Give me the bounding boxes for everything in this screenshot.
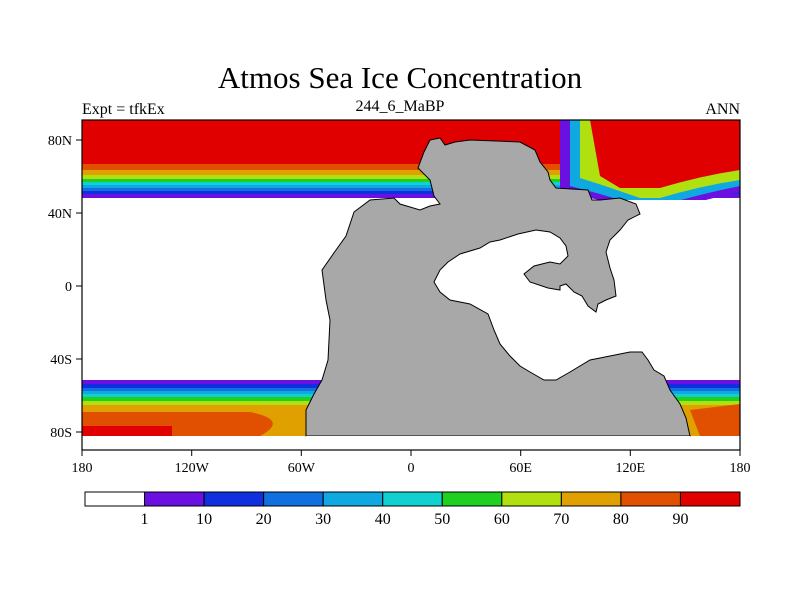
colorbar-label: 80 xyxy=(613,511,629,528)
north-east-ice-90 xyxy=(590,120,740,188)
colorbar-label: 10 xyxy=(196,511,212,528)
north-sea-ice xyxy=(82,120,740,214)
colorbar-swatch xyxy=(263,491,324,507)
colorbar-label: 20 xyxy=(256,511,272,528)
x-label-60e: 60E xyxy=(509,461,532,476)
colorbar-label: 50 xyxy=(434,511,450,528)
x-label-0: 0 xyxy=(408,461,415,476)
x-label-60w: 60W xyxy=(288,461,316,476)
colorbar-swatch xyxy=(679,491,741,507)
colorbar-swatch xyxy=(382,491,443,507)
colorbar-swatch xyxy=(501,491,562,507)
x-label-120e: 120E xyxy=(616,461,646,476)
colorbar-swatch xyxy=(144,491,205,507)
colorbar-swatch xyxy=(203,491,265,507)
x-label-120w: 120W xyxy=(175,461,210,476)
landmasses xyxy=(305,137,691,437)
colorbar-swatch xyxy=(322,491,384,507)
colorbar: 1 10 20 30 40 50 60 70 80 90 xyxy=(84,491,741,528)
season-label: ANN xyxy=(705,101,740,118)
y-label-80n: 80N xyxy=(48,134,72,149)
y-label-80s: 80S xyxy=(50,426,72,441)
y-axis: 80N 40N 0 40S 80S xyxy=(48,134,82,441)
x-label-180w: 180 xyxy=(72,461,93,476)
colorbar-label: 90 xyxy=(672,511,688,528)
experiment-label: Expt = tfkEx xyxy=(82,101,165,118)
y-label-0: 0 xyxy=(65,280,72,295)
land-americas xyxy=(305,137,691,437)
pole-gap xyxy=(306,436,690,450)
south-east-ice-80 xyxy=(690,404,740,436)
colorbar-swatch xyxy=(620,491,681,507)
y-label-40n: 40N xyxy=(48,207,72,222)
y-label-40s: 40S xyxy=(50,353,72,368)
south-ice-band-90 xyxy=(82,426,172,436)
map-plot-area xyxy=(82,120,740,450)
colorbar-label: 1 xyxy=(141,511,149,528)
map-title: Atmos Sea Ice Concentration xyxy=(217,60,583,95)
x-axis: 180 120W 60W 0 60E 120E 180 xyxy=(72,450,751,476)
colorbar-swatch xyxy=(560,491,622,507)
x-label-180e: 180 xyxy=(730,461,751,476)
colorbar-label: 60 xyxy=(494,511,510,528)
case-label: 244_6_MaBP xyxy=(355,98,445,115)
colorbar-swatch xyxy=(441,491,503,507)
colorbar-label: 40 xyxy=(375,511,391,528)
colorbar-label: 30 xyxy=(315,511,331,528)
colorbar-swatch xyxy=(84,491,146,507)
colorbar-label: 70 xyxy=(553,511,569,528)
